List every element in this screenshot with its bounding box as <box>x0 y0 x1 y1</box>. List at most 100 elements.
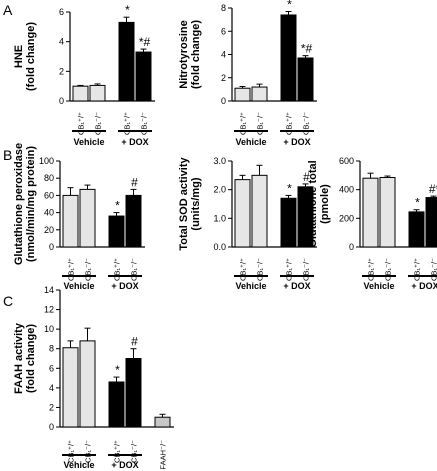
category-label: CB₁⁻/⁻ <box>140 112 149 135</box>
y-tick-label: 4 <box>221 50 226 60</box>
bar <box>234 179 251 248</box>
significance-marker: *# <box>301 42 313 56</box>
category-label: CB₁⁻/⁻ <box>430 258 437 281</box>
category-label: CB₁⁺/⁺ <box>285 112 294 135</box>
bar <box>79 188 96 248</box>
y-tick-label: 100 <box>39 156 54 166</box>
bar <box>251 174 268 248</box>
y-axis-label: FAAH activity(fold change) <box>13 322 37 394</box>
chart-1: 0 2 4 6 HNE(fold change) CB₁⁺/⁺ CB₁⁻/⁻ * CB₁⁺/⁺ *… <box>13 3 155 147</box>
bar <box>408 211 425 248</box>
category-label: CB₁⁻/⁻ <box>256 258 265 281</box>
bar <box>118 21 135 102</box>
chart-3: 0 20 40 60 80 100 Glutathione peroxidase(nmol/… <box>13 143 145 291</box>
category-label: CB₁⁻/⁻ <box>84 258 93 281</box>
bar <box>89 84 106 102</box>
category-label: CB₁⁺/⁺ <box>67 258 76 281</box>
bar <box>379 176 396 248</box>
y-tick-label: 0 <box>349 242 354 252</box>
y-tick-label: 600 <box>339 156 354 166</box>
y-tick-label: 4 <box>59 37 64 47</box>
y-tick-label: 80 <box>44 173 54 183</box>
y-tick-label: 2 <box>59 66 64 76</box>
significance-marker: * <box>115 363 120 377</box>
bar <box>425 197 437 248</box>
y-tick-label: 6 <box>49 363 54 373</box>
group-label: Vehicle <box>73 137 104 147</box>
y-axis-label-line: (fold change) <box>25 324 37 393</box>
group-label: Vehicle <box>363 281 394 291</box>
bar <box>280 14 297 102</box>
category-label: CB₁⁺/⁺ <box>367 258 376 281</box>
bar <box>251 86 268 102</box>
significance-marker: #* <box>429 182 437 196</box>
y-tick-label: 1.0 <box>213 213 226 223</box>
bar <box>62 194 79 248</box>
group-label: + DOX <box>283 281 310 291</box>
bar <box>125 194 142 248</box>
significance-marker: # <box>303 170 310 184</box>
y-tick-label: 2 <box>221 73 226 83</box>
y-tick-label: 0 <box>49 422 54 432</box>
group-label: + DOX <box>111 460 138 470</box>
chart-4: 0.0 1.0 2.0 3.0 Total SOD activity(units/mg)… <box>178 156 317 291</box>
y-tick-label: 6 <box>221 26 226 36</box>
y-axis-label-line: Glutathione peroxidase <box>13 143 25 265</box>
bar <box>72 85 89 102</box>
group-label: Vehicle <box>235 281 266 291</box>
significance-marker: * <box>415 196 420 210</box>
y-tick-label: 14 <box>44 285 54 295</box>
bar <box>125 358 142 428</box>
significance-marker: * <box>287 0 292 11</box>
bar <box>280 197 297 248</box>
y-tick-label: 400 <box>339 185 354 195</box>
y-axis-label-line: (units/mg) <box>190 177 202 230</box>
category-label: CB₁⁺/⁺ <box>239 258 248 281</box>
y-tick-label: 8 <box>49 344 54 354</box>
y-axis-label-line: Total SOD activity <box>178 156 190 250</box>
y-tick-label: 3.0 <box>213 156 226 166</box>
y-axis-label: Nitrotyrosine(fold change) <box>178 20 202 89</box>
category-label: CB₁⁺/⁺ <box>77 112 86 135</box>
y-axis-label-line: Nitrotyrosine <box>178 20 190 88</box>
y-axis-label-line: HNE <box>13 45 25 68</box>
bar <box>79 340 96 428</box>
y-tick-label: 12 <box>44 305 54 315</box>
y-axis-label-line: (nmol/min/mg protein) <box>25 146 37 262</box>
category-label: CB₁⁺/⁺ <box>67 440 76 463</box>
chart-6: 0 2 4 6 8 10 12 14 FAAH activity(fold change) CB₁… <box>13 285 174 470</box>
y-tick-label: 60 <box>44 190 54 200</box>
chart-5: 0 200 400 600 Glutathione total(pmole) CB₁⁺/⁺… <box>307 156 437 291</box>
y-tick-label: 0 <box>49 242 54 252</box>
category-label: CB₁⁻/⁻ <box>130 258 139 281</box>
y-axis-label: Total SOD activity(units/mg) <box>178 156 202 250</box>
y-tick-label: 4 <box>49 383 54 393</box>
bar <box>234 87 251 102</box>
category-label: CB₁⁺/⁺ <box>285 258 294 281</box>
y-axis-label: Glutathione total(pmole) <box>307 160 331 247</box>
bar <box>62 347 79 428</box>
significance-marker: # <box>131 335 138 349</box>
category-label: CB₁⁻/⁻ <box>256 112 265 135</box>
y-axis-label-line: Glutathione total <box>307 160 319 247</box>
y-tick-label: 20 <box>44 225 54 235</box>
bar <box>135 51 152 102</box>
significance-marker: # <box>131 175 138 189</box>
panel-letter-b: B <box>3 147 12 163</box>
y-tick-label: 10 <box>44 324 54 334</box>
group-label: + DOX <box>283 137 310 147</box>
category-label: CB₁⁺/⁺ <box>113 258 122 281</box>
significance-marker: * <box>287 181 292 195</box>
y-tick-label: 8 <box>221 3 226 13</box>
category-label: CB₁⁺/⁺ <box>413 258 422 281</box>
y-axis-label-line: (fold change) <box>25 22 37 91</box>
y-tick-label: 2.0 <box>213 185 226 195</box>
y-tick-label: 2 <box>49 402 54 412</box>
y-axis-label-line: (fold change) <box>190 20 202 89</box>
y-tick-label: 0 <box>59 96 64 106</box>
bar <box>108 215 125 248</box>
y-tick-label: 40 <box>44 208 54 218</box>
category-label: CB₁⁻/⁻ <box>84 440 93 463</box>
y-tick-label: 6 <box>59 7 64 17</box>
